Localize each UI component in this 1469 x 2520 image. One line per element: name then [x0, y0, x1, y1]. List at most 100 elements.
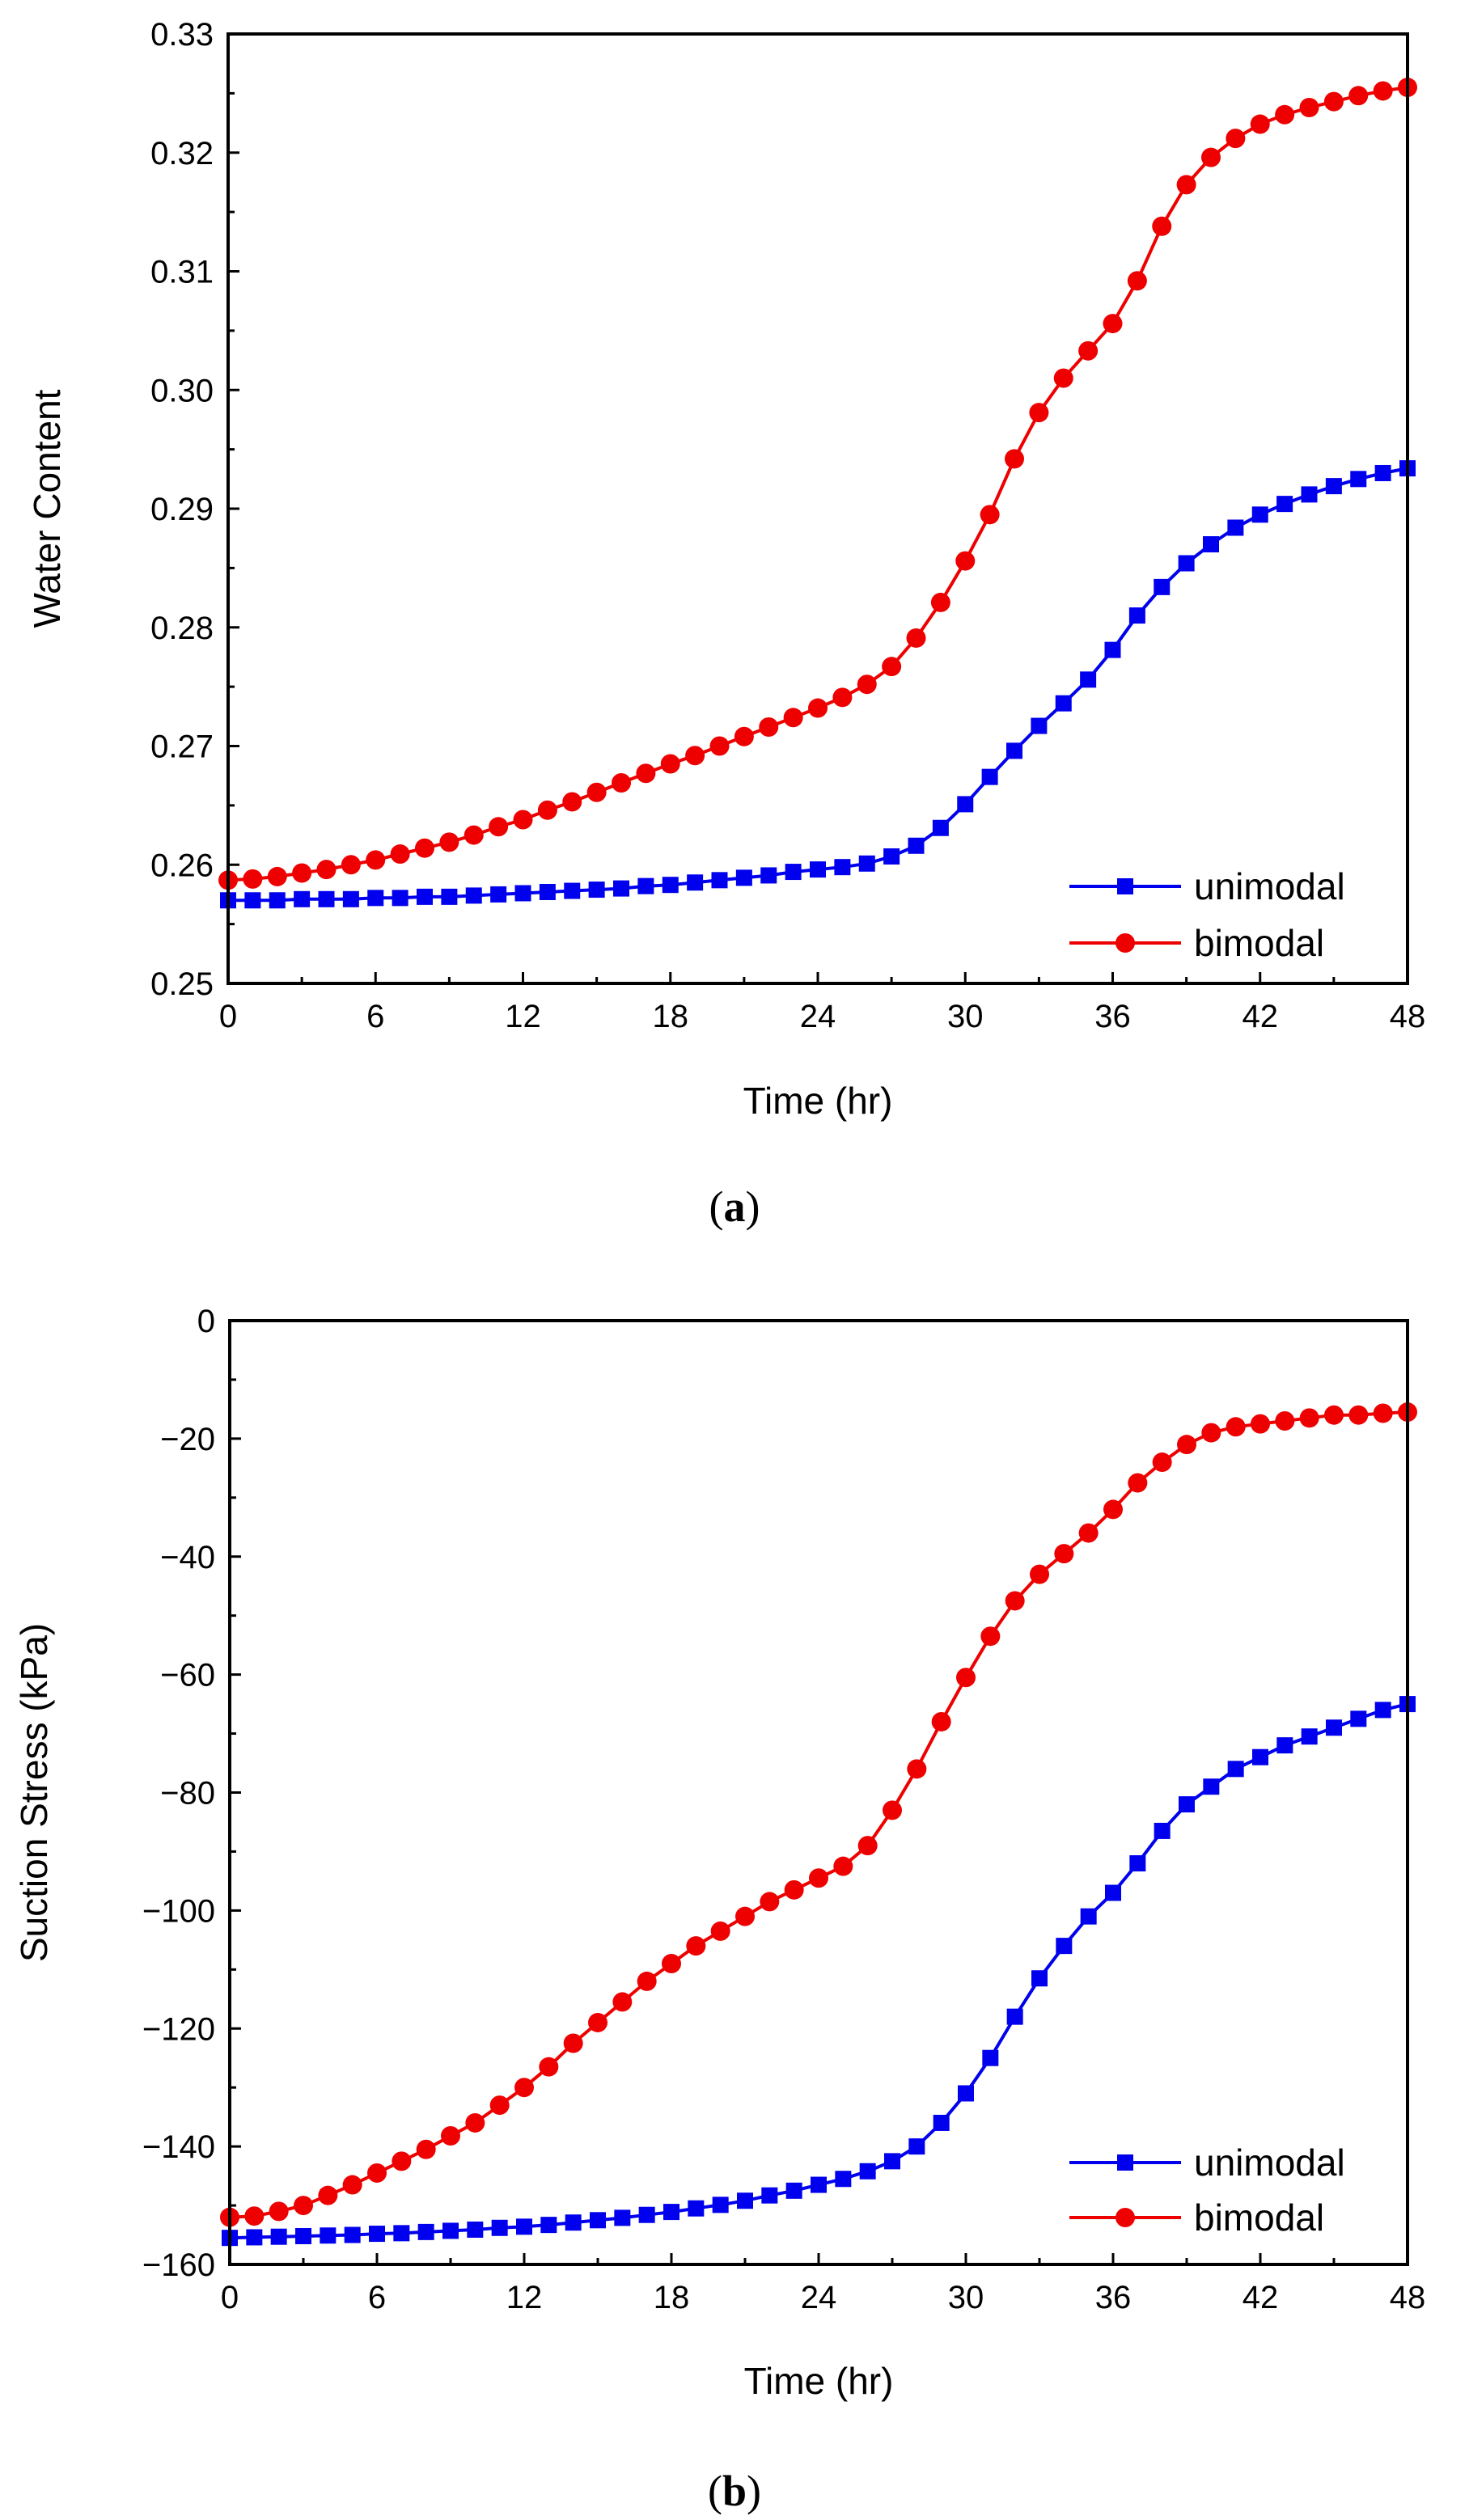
y-tick-label: 0.28 — [150, 611, 214, 646]
legend-label-bimodal: bimodal — [1194, 922, 1324, 964]
data-point-bimodal — [392, 2151, 412, 2171]
y-tick-label: −40 — [160, 1540, 215, 1575]
data-point-unimodal — [1080, 1908, 1097, 1925]
legend: unimodal bimodal — [1069, 865, 1345, 964]
data-point-unimodal — [441, 888, 458, 905]
y-tick-label: 0.26 — [150, 848, 214, 883]
data-point-unimodal — [269, 892, 286, 909]
data-point-bimodal — [1348, 86, 1369, 106]
y-tick-label: 0.31 — [150, 255, 214, 290]
x-tick-label: 30 — [948, 2280, 984, 2315]
x-tick-label: 18 — [653, 999, 689, 1034]
panel-letter: b — [722, 2467, 747, 2515]
legend: unimodal bimodal — [1069, 2142, 1345, 2239]
data-point-bimodal — [1005, 449, 1024, 469]
data-point-bimodal — [1029, 403, 1049, 423]
data-point-bimodal — [636, 763, 656, 784]
data-point-bimodal — [586, 782, 607, 802]
data-point-bimodal — [980, 1626, 1001, 1647]
data-point-unimodal — [588, 882, 605, 898]
chart-suction-stress: 0 6 12 18 24 30 36 42 48 −160 −140 −120 −100 −80 −60 −4… — [13, 1304, 1425, 2515]
chart-water-content: 0 6 12 18 24 30 36 42 48 0.25 0.26 0.27 0.28 0.29 0.30… — [26, 17, 1425, 1231]
data-point-unimodal — [1326, 1719, 1342, 1736]
data-point-bimodal — [685, 746, 705, 766]
x-tick-label: 6 — [368, 2280, 386, 2315]
data-point-unimodal — [244, 892, 261, 909]
data-point-unimodal — [342, 890, 359, 907]
data-point-bimodal — [316, 860, 337, 880]
data-point-bimodal — [1152, 1452, 1172, 1473]
data-point-bimodal — [1078, 340, 1099, 361]
data-point-unimodal — [540, 2217, 557, 2234]
data-point-unimodal — [761, 2187, 778, 2204]
data-point-unimodal — [662, 877, 679, 894]
data-point-unimodal — [834, 859, 851, 876]
data-point-bimodal — [1299, 97, 1319, 117]
data-point-unimodal — [858, 855, 875, 872]
panel-close-paren: ) — [746, 1182, 760, 1231]
data-point-unimodal — [835, 2171, 852, 2188]
data-point-bimodal — [1299, 1408, 1319, 1428]
data-point-unimodal — [1374, 464, 1391, 481]
data-point-unimodal — [1374, 1702, 1391, 1719]
legend-label-bimodal: bimodal — [1194, 2197, 1324, 2239]
plot-frame — [226, 32, 1409, 985]
data-point-bimodal — [956, 1668, 976, 1688]
data-point-unimodal — [417, 888, 433, 905]
y-axis-label: Water Content — [26, 389, 68, 628]
series-layer — [218, 78, 1417, 909]
data-point-bimodal — [1373, 81, 1393, 101]
data-point-bimodal — [465, 2112, 485, 2133]
y-tick-label: −100 — [142, 1893, 215, 1929]
data-point-unimodal — [908, 837, 925, 854]
x-tick-label: 0 — [221, 2280, 239, 2315]
data-point-unimodal — [1276, 496, 1293, 513]
data-point-unimodal — [933, 2114, 950, 2131]
axis-ticks: 0 6 12 18 24 30 36 42 48 −160 −140 −120 −100 −80 −60 −4… — [142, 1304, 1425, 2315]
data-point-unimodal — [760, 867, 777, 884]
legend-label-unimodal: unimodal — [1194, 865, 1345, 907]
data-point-bimodal — [1201, 1423, 1221, 1443]
panel-open-paren: ( — [709, 1182, 724, 1231]
data-point-bimodal — [955, 551, 976, 571]
data-point-bimodal — [906, 628, 926, 648]
data-point-unimodal — [711, 872, 728, 889]
panel-close-paren: ) — [747, 2467, 761, 2515]
data-point-bimodal — [735, 1906, 755, 1926]
data-point-unimodal — [1203, 1778, 1220, 1795]
data-point-unimodal — [1203, 536, 1219, 553]
data-point-unimodal — [367, 890, 384, 907]
data-point-unimodal — [295, 2227, 311, 2244]
data-point-bimodal — [1348, 1405, 1369, 1425]
legend-marker-unimodal — [1117, 878, 1133, 894]
data-point-unimodal — [1350, 1710, 1367, 1727]
x-tick-label: 42 — [1243, 2280, 1279, 2315]
data-point-unimodal — [1227, 1761, 1244, 1778]
data-point-bimodal — [243, 869, 263, 889]
data-point-bimodal — [686, 1936, 706, 1956]
data-point-unimodal — [687, 874, 704, 891]
data-point-bimodal — [833, 1856, 853, 1876]
data-point-bimodal — [1128, 1473, 1148, 1493]
x-axis-label: Time (hr) — [744, 2360, 894, 2402]
data-point-bimodal — [882, 657, 902, 677]
data-point-bimodal — [537, 800, 557, 820]
data-point-bimodal — [1324, 1405, 1344, 1425]
data-point-bimodal — [1251, 1414, 1270, 1434]
data-point-bimodal — [660, 754, 680, 774]
data-point-unimodal — [1104, 641, 1121, 658]
data-point-unimodal — [811, 2176, 827, 2193]
data-point-unimodal — [785, 2182, 802, 2199]
data-point-unimodal — [1006, 2008, 1023, 2025]
data-point-unimodal — [393, 2225, 410, 2242]
data-point-unimodal — [908, 2138, 925, 2155]
data-point-bimodal — [783, 708, 803, 728]
data-point-bimodal — [269, 2201, 289, 2222]
data-point-bimodal — [366, 850, 386, 870]
data-point-unimodal — [344, 2226, 361, 2243]
data-point-unimodal — [320, 2227, 337, 2244]
data-point-unimodal — [491, 2219, 508, 2236]
data-point-unimodal — [565, 2214, 582, 2231]
y-tick-label: −80 — [160, 1776, 215, 1812]
